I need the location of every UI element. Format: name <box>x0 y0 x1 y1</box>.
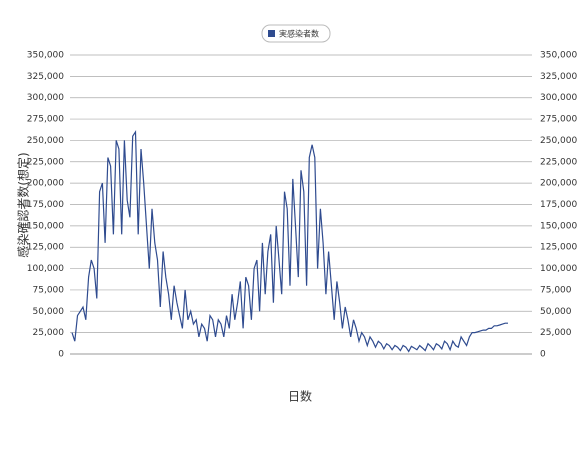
y-axis-label: 感染確認者数(想定) <box>16 152 31 257</box>
y2-tick-label: 0 <box>540 350 546 360</box>
y2-tick-label: 50,000 <box>540 307 572 317</box>
y2-tick-label: 100,000 <box>540 264 577 274</box>
y2-tick-label: 200,000 <box>540 179 577 189</box>
y2-tick-label: 25,000 <box>540 328 572 338</box>
y2-tick-label: 175,000 <box>540 200 577 210</box>
y2-tick-label: 275,000 <box>540 115 577 125</box>
y-tick-label: 75,000 <box>33 285 65 295</box>
y-tick-label: 350,000 <box>27 51 64 61</box>
y2-tick-label: 300,000 <box>540 93 577 103</box>
legend-box <box>261 24 331 43</box>
legend-label: 実感染者数 <box>279 29 319 39</box>
y-tick-label: 0 <box>58 350 64 360</box>
y2-tick-label: 225,000 <box>540 157 577 167</box>
y-tick-label: 25,000 <box>33 328 65 338</box>
y-tick-label: 100,000 <box>27 264 64 274</box>
y2-tick-label: 75,000 <box>540 285 572 295</box>
y-tick-label: 175,000 <box>27 200 64 210</box>
y-tick-label: 125,000 <box>27 243 64 253</box>
y2-tick-label: 325,000 <box>540 72 577 82</box>
y-tick-label: 150,000 <box>27 221 64 231</box>
legend-swatch <box>268 30 275 37</box>
y-tick-label: 50,000 <box>33 307 65 317</box>
y-tick-label: 225,000 <box>27 157 64 167</box>
y2-tick-label: 250,000 <box>540 136 577 146</box>
y2-tick-label: 125,000 <box>540 243 577 253</box>
y2-tick-label: 150,000 <box>540 221 577 231</box>
y-tick-label: 325,000 <box>27 72 64 82</box>
y-tick-label: 300,000 <box>27 93 64 103</box>
y-tick-label: 250,000 <box>27 136 64 146</box>
y2-tick-label: 350,000 <box>540 51 577 61</box>
x-axis-label: 日数 <box>288 389 312 404</box>
y-tick-label: 200,000 <box>27 179 64 189</box>
y-tick-label: 275,000 <box>27 115 64 125</box>
line-series <box>71 129 508 353</box>
